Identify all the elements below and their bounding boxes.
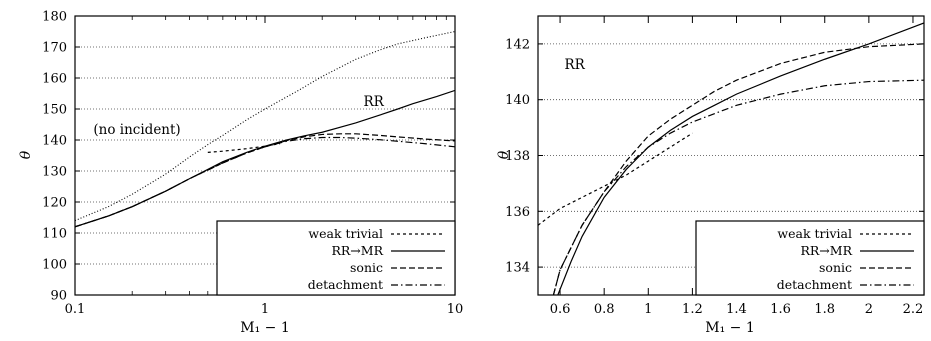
x-tick-label: 1.4 [726,302,747,317]
series-group [75,30,455,228]
y-tick-label: 140 [42,134,67,149]
y-tick-label: 136 [505,205,530,220]
series-line-sonic [552,43,924,295]
y-axis-title: θ [496,150,512,159]
series-group [538,22,924,295]
y-tick-label: 160 [42,72,67,87]
x-axis-title: M₁ − 1 [705,320,755,336]
x-tick-label: 1 [644,302,652,317]
series-line-weak-trivial [538,132,693,226]
series-line-sonic [75,133,455,228]
legend-box [695,220,925,296]
y-tick-label: 138 [505,149,530,164]
legend-label: RR→MR [800,243,852,258]
y-tick-label: 180 [42,10,67,25]
y-tick-label: 130 [42,165,67,180]
legend-label: detachment [777,277,852,292]
y-tick-label: 90 [50,289,67,304]
legend-box [216,220,456,296]
chart-panel-2: 134 136 138 140 142 0.6 0.8 1 1.2 1.4 1.6 1.8 2 2.2 RR… [496,15,925,336]
series-line-unlabeled-4 [75,30,455,222]
legend-label: weak trivial [777,226,852,241]
x-tick-label: 1 [261,302,269,317]
y-tick-label: 150 [42,103,67,118]
x-tick-label: 1.8 [814,302,835,317]
x-tick-label: 0.8 [594,302,615,317]
series-line-detachment [75,136,455,228]
y-tick-label: 110 [42,227,67,242]
annotation-label: (no incident) [93,122,180,138]
x-tick-label: 10 [447,302,464,317]
y-tick-label: 120 [42,196,67,211]
x-tick-label: 1.2 [682,302,703,317]
y-tick-label: 140 [505,93,530,108]
y-tick-label: 100 [42,258,67,273]
annotation-label: RR [364,94,385,110]
legend-label: detachment [308,277,383,292]
series-line-rr-mr [557,22,924,295]
x-tick-label: 0.6 [550,302,571,317]
legend-label: weak trivial [308,226,383,241]
legend-label: sonic [819,260,852,275]
legend-label: RR→MR [331,243,383,258]
y-tick-label: 142 [505,37,530,52]
x-axis-title: M₁ − 1 [240,320,290,336]
x-tick-label: 0.1 [65,302,86,317]
y-axis-title: θ [18,150,34,159]
y-tick-label: 134 [505,261,530,276]
legend-label: sonic [350,260,383,275]
x-tick-label: 2 [865,302,873,317]
x-tick-label: 2.2 [903,302,924,317]
x-tick-label: 1.6 [770,302,791,317]
annotation-label: RR [564,57,585,73]
y-tick-label: 170 [42,41,67,56]
